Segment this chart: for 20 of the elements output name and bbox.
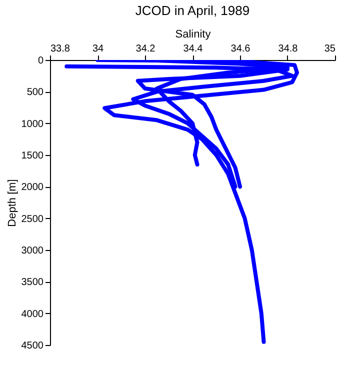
y-tick-label: 4500 xyxy=(21,340,44,352)
x-tick-label: 33.8 xyxy=(50,44,70,54)
x-axis-title: Salinity xyxy=(175,28,212,40)
y-tick-label: 500 xyxy=(26,87,44,98)
x-tick-label: 34.2 xyxy=(136,44,156,54)
y-tick-label: 1500 xyxy=(21,150,44,162)
x-tick-label: 34.6 xyxy=(230,44,251,54)
x-tick-label: 35 xyxy=(324,44,336,54)
y-tick-label: 3000 xyxy=(21,246,44,256)
y-tick-label: 4000 xyxy=(21,308,44,320)
x-tick-label: 34 xyxy=(92,44,104,54)
x-tick-label: 34.4 xyxy=(183,44,204,54)
y-axis-title: Depth [m] xyxy=(6,179,18,227)
y-tick-label: 2000 xyxy=(21,182,44,194)
y-tick-label: 3500 xyxy=(21,277,44,288)
y-tick-label: 1000 xyxy=(21,118,44,130)
y-tick-label: 0 xyxy=(38,56,44,66)
y-tick-label: 2500 xyxy=(21,214,44,225)
chart-title: JCOD in April, 1989 xyxy=(135,3,250,18)
x-tick-label: 34.8 xyxy=(278,44,298,54)
